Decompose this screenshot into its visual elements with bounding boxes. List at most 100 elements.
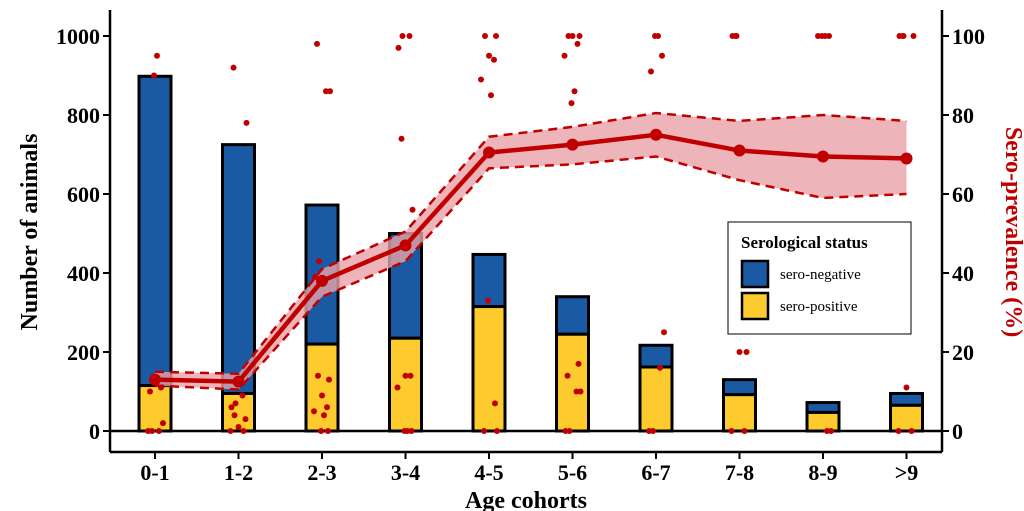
x-tick-label: 3-4: [391, 460, 420, 485]
x-tick-label: 6-7: [641, 460, 670, 485]
individual-point: [648, 68, 654, 75]
x-axis-title: Age cohorts: [465, 488, 587, 511]
prevalence-point-4-5: [483, 146, 495, 159]
individual-point: [240, 428, 247, 434]
individual-point: [491, 56, 497, 63]
legend-label-sero-positive: sero-positive: [780, 299, 858, 315]
individual-point: [318, 428, 324, 434]
prevalence-point-5-6: [566, 138, 579, 151]
individual-point: [319, 392, 325, 399]
legend-label-sero-negative: sero-negative: [780, 267, 861, 283]
individual-point: [151, 72, 157, 79]
legend-swatch-sero-negative: [740, 259, 770, 289]
individual-point: [486, 52, 492, 59]
individual-point: [568, 100, 575, 107]
plot-area: [110, 33, 942, 434]
individual-point: [235, 424, 242, 431]
x-tick-label: 1-2: [224, 460, 253, 485]
individual-point: [242, 416, 249, 423]
individual-point: [395, 44, 402, 51]
bar-sero-positive-6-7: [638, 365, 674, 433]
legend-title: Serological status: [741, 233, 868, 252]
x-tick-label: 7-8: [725, 460, 754, 485]
individual-point: [736, 349, 743, 355]
x-tick-label: 0-1: [140, 460, 169, 485]
individual-point: [564, 372, 571, 379]
y-tick-label: 0: [89, 419, 100, 444]
individual-point: [314, 40, 320, 47]
prevalence-ci-band: [155, 113, 907, 390]
individual-point: [571, 88, 578, 95]
y2-tick-label: 40: [952, 261, 974, 286]
prevalence-point-1-2: [232, 375, 245, 388]
individual-point: [160, 420, 166, 427]
bar-sero-positive-4-5: [471, 305, 507, 433]
individual-point: [659, 52, 665, 59]
bar-sero-negative-7-8: [722, 378, 757, 397]
x-tick-label: 8-9: [808, 460, 837, 485]
individual-point: [574, 40, 581, 47]
individual-point: [493, 33, 499, 39]
y2-axis-title: Sero-prevalence (%): [1000, 127, 1024, 337]
individual-point: [406, 33, 413, 39]
individual-point: [575, 360, 582, 367]
y2-tick-label: 60: [952, 182, 974, 207]
individual-point: [822, 33, 828, 39]
individual-point: [910, 33, 917, 39]
individual-point: [485, 297, 491, 304]
individual-point: [657, 364, 663, 371]
y-axis-title: Number of animals: [17, 134, 43, 331]
bar-sero-negative-5-6: [555, 295, 590, 336]
x-tick-label: 5-6: [558, 460, 587, 485]
individual-point: [398, 135, 405, 142]
individual-point: [908, 428, 915, 434]
y-tick-label: 600: [67, 182, 100, 207]
individual-point: [728, 428, 735, 434]
individual-point: [655, 33, 661, 39]
x-tick-label: 2-3: [307, 460, 336, 485]
individual-point: [149, 428, 155, 434]
individual-point: [230, 64, 237, 71]
individual-point: [407, 372, 414, 379]
individual-point: [900, 33, 907, 39]
individual-point: [326, 376, 332, 383]
bar-sero-negative-0-1: [137, 74, 173, 388]
bar-sero-negative-6-7: [638, 343, 674, 369]
y2-tick-label: 20: [952, 340, 974, 365]
individual-point: [576, 33, 583, 39]
y-tick-label: 400: [67, 261, 100, 286]
legend-swatch-sero-positive: [740, 291, 770, 321]
individual-point: [743, 349, 750, 355]
prevalence-line: [154, 132, 907, 384]
individual-point: [741, 428, 748, 434]
individual-point: [492, 400, 498, 407]
individual-point: [243, 119, 250, 126]
individual-point: [321, 412, 327, 419]
bar-sero-positive-3-4: [388, 336, 423, 433]
individual-point: [402, 372, 409, 379]
bar-sero-positive-5-6: [555, 332, 590, 433]
individual-point: [156, 428, 162, 434]
individual-point: [394, 384, 401, 391]
individual-point: [661, 329, 667, 336]
prevalence-point-0-1: [149, 373, 161, 386]
bar-sero-negative->9: [889, 391, 924, 407]
individual-point: [903, 384, 910, 391]
individual-point: [494, 428, 500, 434]
individual-point: [147, 388, 153, 395]
individual-point: [315, 372, 321, 379]
bar-sero-positive-8-9: [805, 410, 841, 433]
y2-tick-label: 80: [952, 103, 974, 128]
bar-sero-positive-2-3: [304, 342, 340, 433]
y2-tick-label: 0: [952, 419, 963, 444]
individual-point: [561, 52, 568, 59]
individual-point: [566, 428, 573, 434]
individual-point: [311, 408, 317, 415]
individual-point: [231, 412, 238, 419]
individual-point: [232, 400, 239, 407]
x-tick-label: 4-5: [474, 460, 503, 485]
prevalence-point-6-7: [650, 128, 662, 141]
individual-point: [828, 428, 834, 434]
bar-sero-positive-7-8: [722, 393, 757, 433]
prevalence-ci-upper: [154, 111, 907, 375]
